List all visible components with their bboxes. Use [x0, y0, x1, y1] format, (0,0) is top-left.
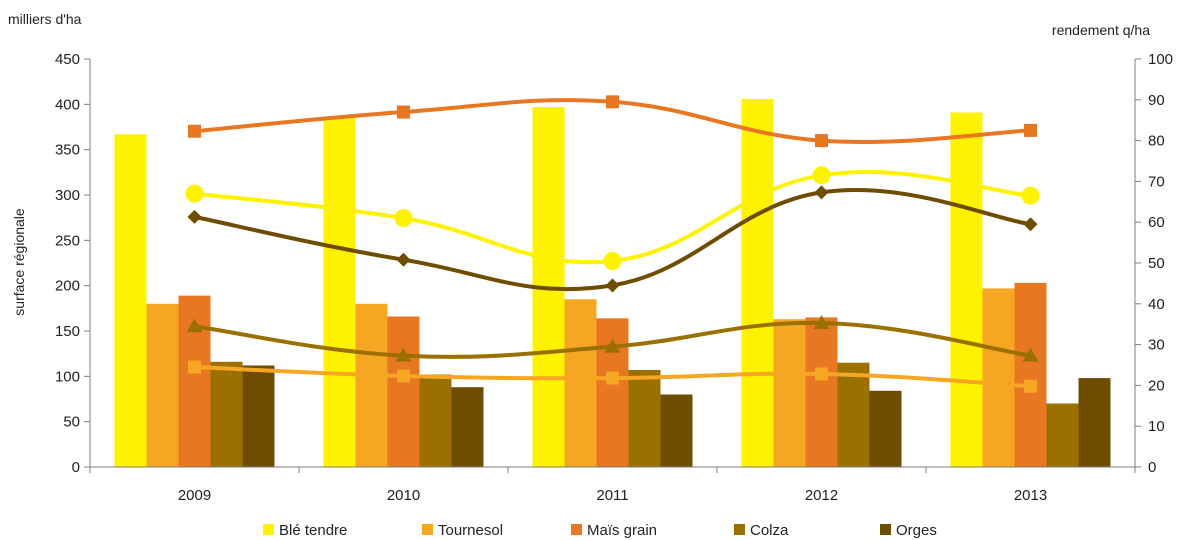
bar-colza-2009	[210, 361, 243, 467]
left-tick-label: 450	[55, 51, 80, 68]
marker-series-0-2009	[185, 184, 204, 203]
left-tick-label: 100	[55, 368, 80, 385]
right-tick-label: 80	[1148, 133, 1165, 150]
right-tick-label: 20	[1148, 377, 1165, 394]
line-series-0	[194, 169, 1031, 265]
marker-series-1-2012	[815, 367, 828, 381]
right-tick-label: 30	[1148, 337, 1165, 354]
right-tick-label: 10	[1148, 418, 1165, 435]
bar-colza-2011	[628, 370, 661, 467]
right-tick-label: 70	[1148, 173, 1165, 190]
bar-bl-tendre-2010	[323, 117, 356, 468]
marker-series-1-2013	[1024, 379, 1037, 393]
legend-label-0: Blé tendre	[279, 522, 347, 539]
bar-orges-2009	[242, 365, 275, 467]
marker-series-1-2009	[188, 360, 201, 374]
marker-series-3-2013	[1022, 347, 1039, 362]
marker-series-2-2012	[815, 134, 828, 148]
marker-series-4-2010	[396, 252, 411, 267]
legend-swatch-2	[571, 524, 582, 535]
x-tick-labels: 2009 2010 2011 2012 2013	[89, 467, 1136, 504]
right-tick-label: 0	[1148, 459, 1156, 476]
marker-series-1-2011	[606, 371, 619, 385]
bar-tournesol-2010	[355, 303, 388, 467]
bar-colza-2012	[837, 362, 870, 467]
bar-tournesol-2012	[773, 319, 806, 467]
legend-label-4: Orges	[896, 522, 937, 539]
left-axis-label: surface régionale	[11, 208, 27, 316]
left-tick-label: 400	[55, 96, 80, 113]
bar-bl-tendre-2012	[741, 98, 774, 468]
x-tick-label: 2013	[1014, 487, 1047, 504]
bar-ma-s-grain-2013	[1014, 282, 1047, 467]
axes-layer: 0 50 100 150 200 250 300 350 400 450 0 10 20 30 40 50 60…	[55, 51, 1173, 476]
x-tick-label: 2009	[178, 487, 211, 504]
marker-series-2-2011	[606, 95, 619, 109]
marker-series-4-2009	[187, 209, 202, 224]
marker-series-4-2011	[605, 278, 620, 293]
marker-series-0-2010	[394, 209, 413, 228]
marker-series-4-2013	[1023, 217, 1038, 232]
marker-series-0-2012	[812, 166, 831, 185]
bar-orges-2010	[451, 387, 484, 467]
marker-series-4-2012	[814, 185, 829, 200]
bar-orges-2013	[1078, 378, 1111, 467]
bar-orges-2012	[869, 390, 902, 467]
marker-series-2-2010	[397, 105, 410, 119]
bar-tournesol-2009	[146, 303, 179, 467]
marker-series-0-2011	[603, 251, 622, 270]
x-tick-label: 2010	[387, 487, 420, 504]
bar-tournesol-2011	[564, 299, 597, 467]
x-tick-label: 2011	[596, 487, 628, 504]
legend: Blé tendre Tournesol Maïs grain Colza Orges	[263, 522, 937, 539]
bar-ma-s-grain-2010	[387, 316, 420, 467]
legend-swatch-4	[880, 524, 891, 535]
left-tick-label: 350	[55, 142, 80, 159]
x-tick-label: 2012	[805, 487, 838, 504]
left-axis-title: milliers d'ha	[8, 11, 82, 27]
marker-series-1-2010	[397, 369, 410, 383]
legend-swatch-1	[422, 524, 433, 535]
left-tick-label: 200	[55, 278, 80, 295]
marker-series-3-2009	[186, 318, 203, 333]
marker-series-0-2013	[1021, 186, 1040, 205]
marker-series-2-2013	[1024, 123, 1037, 137]
marker-series-3-2011	[604, 338, 621, 353]
right-axis-title: rendement q/ha	[1052, 22, 1150, 38]
left-tick-label: 50	[63, 414, 80, 431]
right-tick-label: 50	[1148, 255, 1165, 272]
bar-bl-tendre-2013	[950, 112, 983, 467]
marker-series-3-2010	[395, 347, 412, 362]
bar-ma-s-grain-2012	[805, 317, 838, 467]
right-tick-label: 60	[1148, 214, 1165, 231]
bar-colza-2010	[419, 374, 452, 467]
right-tick-label: 40	[1148, 296, 1165, 313]
right-tick-label: 90	[1148, 92, 1165, 109]
line-layer	[185, 95, 1040, 393]
bar-colza-2013	[1046, 403, 1079, 467]
bar-layer	[114, 98, 1111, 468]
legend-swatch-3	[734, 524, 745, 535]
right-tick-label: 100	[1148, 51, 1173, 68]
bar-tournesol-2013	[982, 288, 1015, 467]
left-tick-label: 300	[55, 187, 80, 204]
left-tick-label: 250	[55, 232, 80, 249]
marker-series-2-2009	[188, 124, 201, 138]
left-tick-label: 150	[55, 323, 80, 340]
marker-series-3-2012	[813, 314, 830, 329]
legend-label-1: Tournesol	[438, 522, 503, 539]
bar-orges-2011	[660, 394, 693, 467]
legend-label-2: Maïs grain	[587, 522, 657, 539]
bar-bl-tendre-2009	[114, 134, 147, 468]
legend-label-3: Colza	[750, 522, 789, 539]
left-tick-label: 0	[72, 459, 80, 476]
legend-swatch-0	[263, 524, 274, 535]
